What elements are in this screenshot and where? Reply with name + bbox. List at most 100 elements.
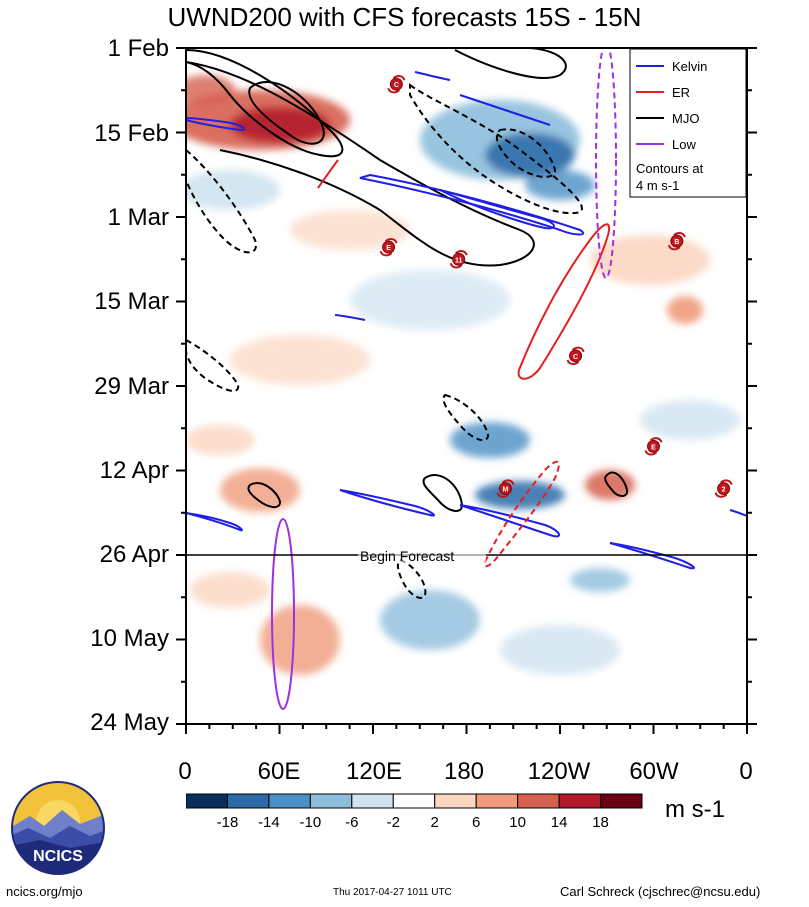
cyclone-marker-dot: [389, 77, 403, 91]
easterly-anomaly: [570, 568, 630, 592]
cyclone-marker-dot: [670, 234, 684, 248]
legend-low-label: Low: [672, 137, 696, 152]
mjo-contours: [186, 48, 629, 599]
y-tick-label: 26 Apr: [99, 541, 169, 568]
cyclone-marker-arm: [501, 479, 515, 485]
kelvin-contour: [439, 189, 555, 230]
cyclone-marker-arm: [720, 479, 733, 485]
mjo-contour-positive: [247, 482, 282, 508]
colorbar: -18 -14 -10 -6 -2 2 6 10 14 18: [186, 793, 643, 831]
colorbar-swatch: [475, 793, 519, 809]
cyclone-marker: B: [667, 231, 686, 251]
x-tick-label: 180: [443, 758, 485, 785]
mjo-contour-negative: [495, 128, 557, 178]
er-contour: [483, 460, 560, 568]
legend-box: [629, 48, 747, 198]
legend-note-line1: Contours at: [636, 161, 704, 176]
cyclone-marker-dot: [498, 482, 512, 496]
easterly-anomaly: [450, 422, 530, 458]
x-tick-label: 0: [739, 758, 753, 785]
low-contour: [595, 48, 617, 279]
y-tick-label: 12 Apr: [99, 457, 169, 484]
y-tick-label: 15 Mar: [94, 288, 169, 315]
y-tick-label: 1 Feb: [107, 35, 169, 62]
cyclone-marker-arm: [566, 359, 580, 365]
er-contour: [517, 223, 610, 380]
colorbar-tick-label: 18: [592, 814, 609, 831]
westerly-anomaly: [186, 75, 235, 105]
cyclone-marker-label: M: [799, 553, 805, 560]
mjo-contour-negative: [186, 339, 240, 392]
x-tick-label: 120E: [345, 758, 403, 785]
site-url[interactable]: ncics.org/mjo: [6, 884, 83, 899]
colorbar-tick-label: -18: [217, 814, 239, 831]
cyclone-marker: C: [387, 75, 406, 94]
cyclone-marker-arm: [673, 231, 686, 238]
cyclone-marker: E: [379, 238, 398, 257]
colorbar-tick-label: -14: [258, 814, 280, 831]
x-tick-label: 120W: [527, 758, 591, 785]
y-tick-label: 24 May: [90, 709, 169, 736]
cyclone-marker-arm: [794, 559, 805, 563]
cyclone-marker-label: M: [503, 487, 509, 494]
kelvin-contour: [459, 94, 551, 126]
legend-note-line2: 4 m s-1: [636, 178, 679, 193]
chart-title: UWND200 with CFS forecasts 15S - 15N: [167, 2, 642, 32]
colorbar-swatch: [517, 793, 560, 809]
cyclone-marker-arm: [644, 449, 658, 456]
colorbar-swatch: [558, 793, 602, 809]
cyclone-marker-arm: [392, 75, 406, 81]
colorbar-swatch: [309, 793, 353, 809]
colorbar-units: m s-1: [665, 796, 725, 823]
x-tick-label: 60W: [629, 758, 679, 785]
westerly-anomaly: [230, 107, 330, 143]
cyclone-marker-arm: [714, 492, 728, 498]
easterly-anomaly: [500, 625, 620, 675]
cyclone-marker-dot: [382, 240, 396, 254]
y-tick-label: 10 May: [90, 625, 169, 652]
colorbar-tick-label: 10: [509, 814, 526, 831]
cyclone-marker: E: [644, 437, 663, 456]
y-tick-label: 15 Feb: [94, 120, 169, 147]
hovmoller-plot: Begin Forecast CABBBE11CD14ECM2AM Kelvin…: [176, 47, 809, 734]
cyclone-marker-arm: [667, 244, 681, 251]
colorbar-swatch: [351, 793, 394, 809]
westerly-anomaly: [190, 572, 270, 608]
cyclone-marker-label: E: [386, 245, 391, 252]
westerly-anomaly: [290, 210, 410, 250]
cyclone-marker-dot: [717, 482, 731, 496]
mjo-contour-negative: [442, 393, 490, 442]
cyclone-marker-arm: [649, 437, 663, 443]
kelvin-contour: [414, 71, 451, 81]
cyclone-marker: 11: [449, 250, 468, 269]
colorbar-swatch: [434, 793, 477, 809]
mjo-contour-negative: [396, 558, 427, 599]
cyclone-marker-arm: [571, 346, 585, 353]
cyclone-marker-arm: [449, 262, 463, 269]
legend-er-label: ER: [672, 85, 690, 100]
low-contour: [271, 518, 295, 710]
colorbar-tick-label: -10: [300, 814, 322, 831]
kelvin-contour: [459, 504, 560, 538]
cyclone-marker-label: E: [651, 444, 656, 451]
cyclone-marker-arm: [799, 547, 809, 551]
easterly-anomaly: [380, 590, 480, 650]
ncics-logo: NCICS: [11, 781, 105, 875]
westerly-anomaly: [260, 605, 340, 675]
cyclone-marker-dot: [647, 439, 660, 453]
mjo-contour-positive: [248, 81, 325, 145]
kelvin-contour: [186, 512, 243, 532]
legend-kelvin-label: Kelvin: [672, 59, 707, 74]
cyclone-marker-arm: [387, 87, 400, 94]
mjo-contour-positive: [186, 49, 344, 158]
kelvin-contours: [186, 71, 747, 570]
kelvin-contour: [334, 314, 366, 321]
cyclone-marker-label: 11: [455, 257, 463, 264]
cyclone-marker-label: B: [674, 239, 679, 246]
westerly-anomaly: [220, 468, 300, 512]
colorbar-tick-label: 14: [551, 814, 568, 831]
cyclone-marker: M: [794, 547, 809, 563]
colorbar-swatch: [392, 793, 436, 809]
kelvin-contour: [729, 509, 747, 517]
y-tick-label: 1 Mar: [107, 204, 169, 231]
